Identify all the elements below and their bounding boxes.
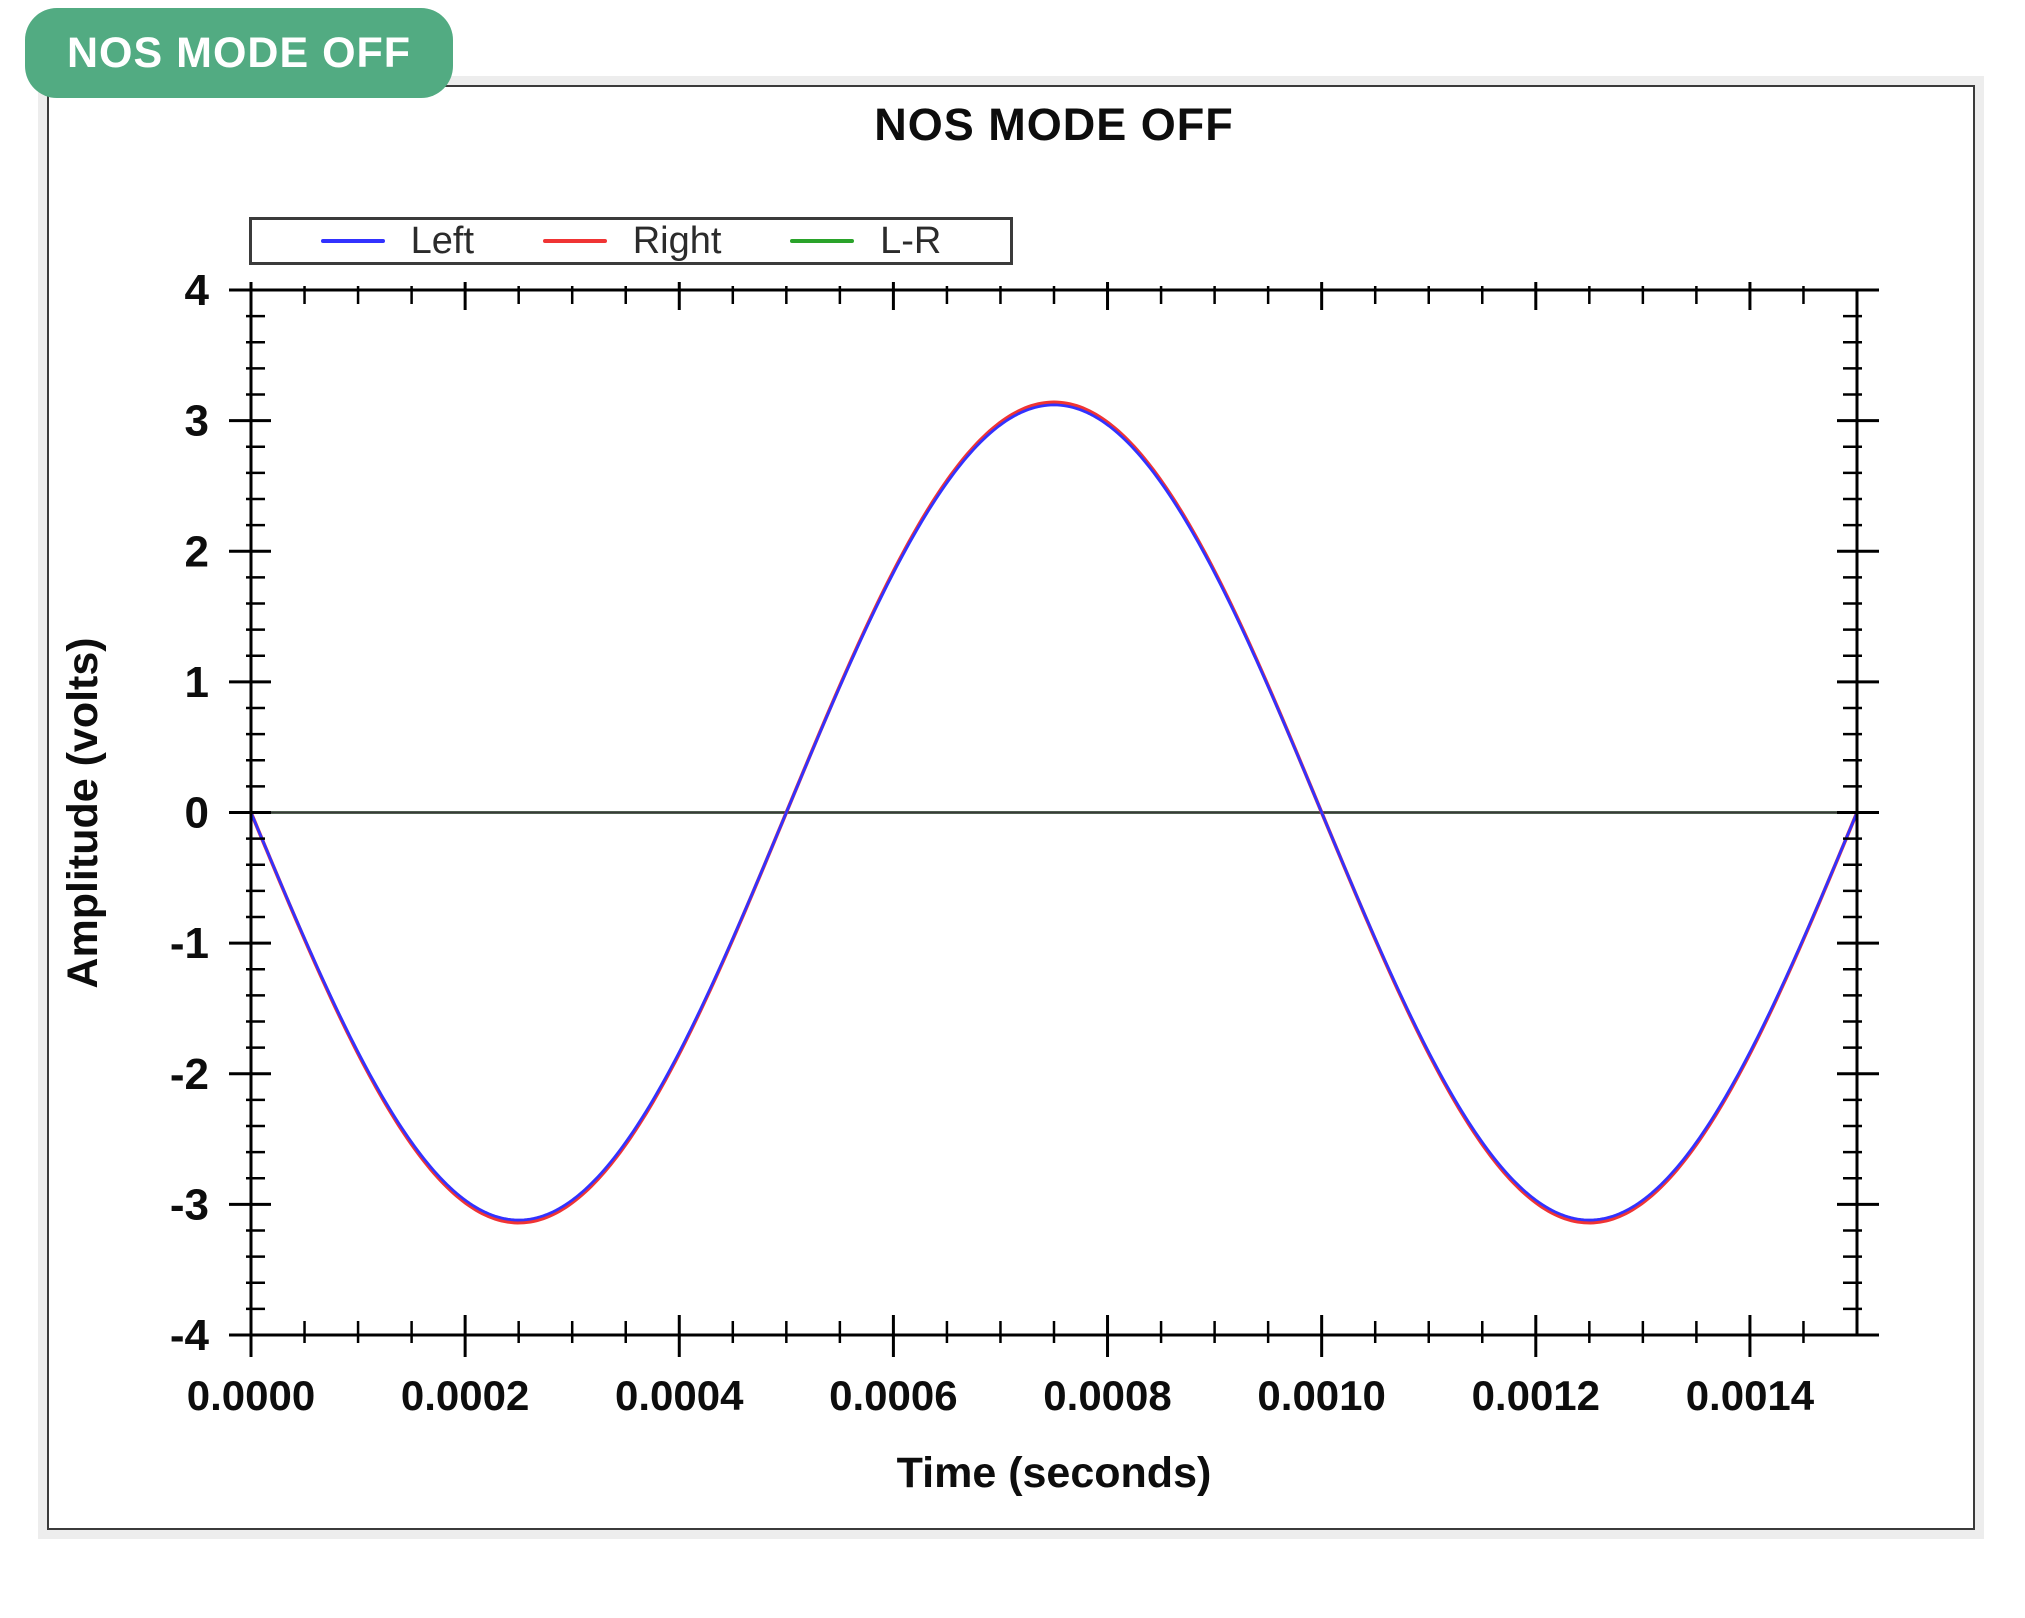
legend-line-left [320,239,385,243]
legend-line-right [542,239,607,243]
nos-mode-badge: NOS MODE OFF [25,8,454,98]
legend-line-l-r [790,239,855,243]
x-tick-label: 0.0008 [1043,1372,1171,1419]
series-right-line [249,400,1859,1225]
legend-label: Left [410,220,475,262]
y-tick-label: 3 [185,397,209,446]
x-axis-title: Time (seconds) [897,1449,1212,1497]
chart-card: NOS MODE OFF Left Right L-R 0.0000 0.0002 0.… [47,85,1975,1530]
nos-mode-badge-label: NOS MODE OFF [67,28,412,77]
legend-label: L-R [880,220,942,262]
legend-item-l-r: L-R [790,222,941,260]
y-tick-label: -4 [170,1311,210,1360]
x-tick-label: 0.0002 [401,1372,529,1419]
x-tick-label: 0.0012 [1472,1372,1600,1419]
y-axis-title: Amplitude (volts) [59,637,107,988]
legend-label: Right [632,220,722,262]
x-tick-label: 0.0000 [187,1372,315,1419]
y-tick-label: -3 [170,1180,209,1229]
y-tick-label: 2 [185,527,209,576]
y-tick-label: -1 [170,919,209,968]
legend: Left Right L-R [249,217,1013,265]
x-tick-label: 0.0006 [829,1372,957,1419]
series-left-line [249,403,1859,1222]
legend-item-left: Left [320,220,475,262]
y-tick-label: 4 [185,266,210,315]
y-tick-label: 1 [185,658,209,707]
x-tick-label: 0.0014 [1686,1372,1815,1419]
x-tick-label: 0.0010 [1257,1372,1385,1419]
chart-title: NOS MODE OFF [874,99,1234,150]
plot-svg: 0.0000 0.0002 0.0004 0.0006 0.0008 0.0010 0.00… [59,266,1879,1497]
y-tick-label: 0 [185,789,209,838]
y-tick-label: -2 [170,1050,209,1099]
legend-item-right: Right [542,220,722,262]
x-tick-label: 0.0004 [615,1372,744,1419]
